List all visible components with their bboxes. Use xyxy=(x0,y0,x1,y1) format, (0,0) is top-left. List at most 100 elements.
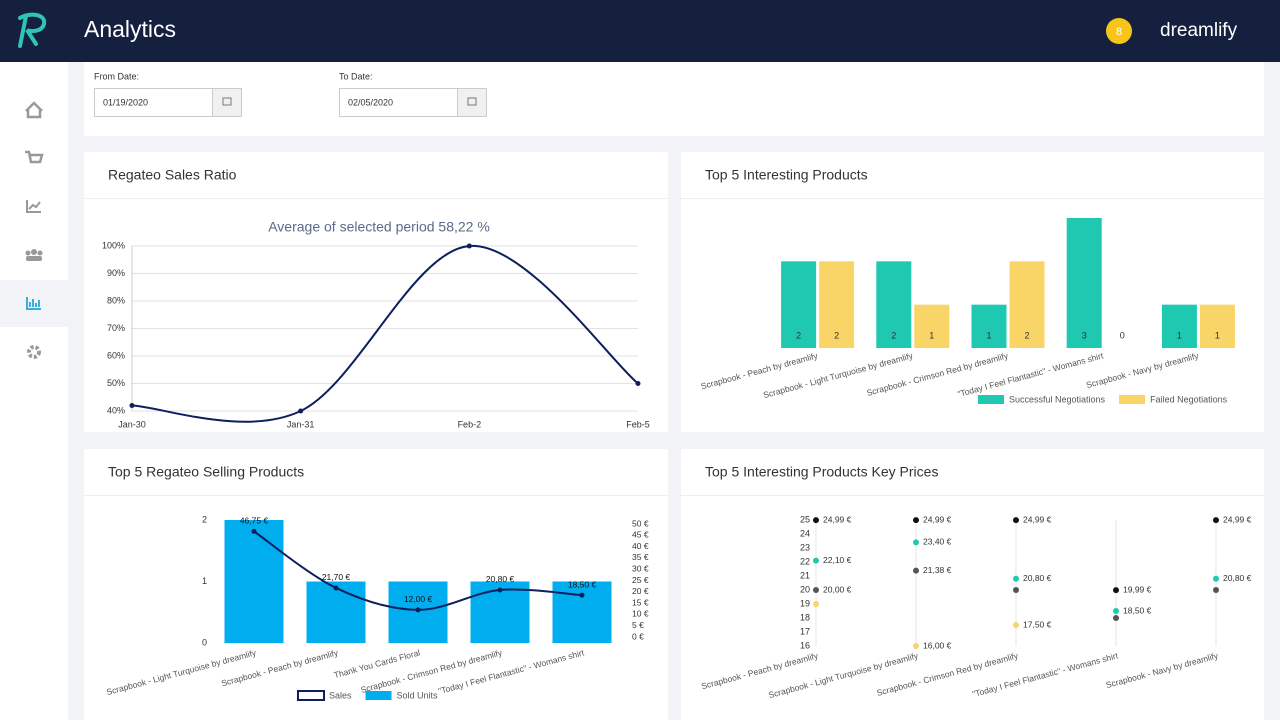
bar xyxy=(971,304,1007,348)
value-label: 2 xyxy=(1024,330,1029,340)
value-label: 21,38 € xyxy=(923,565,952,575)
bar xyxy=(1161,304,1197,348)
y2-tick-label: 10 € xyxy=(632,609,649,619)
chart-title: Regateo Sales Ratio xyxy=(108,167,237,183)
y-tick-label: 23 xyxy=(800,542,810,552)
value-label: 1 xyxy=(1215,330,1220,340)
filter-card xyxy=(84,62,1264,136)
bar xyxy=(1199,304,1235,348)
users-icon[interactable] xyxy=(25,249,43,261)
value-label: 24,99 € xyxy=(1023,514,1052,524)
point xyxy=(1113,587,1119,594)
y-tick-label: 16 xyxy=(800,640,810,650)
y2-tick-label: 50 € xyxy=(632,518,649,528)
point xyxy=(1213,575,1219,582)
value-label: 21,70 € xyxy=(322,572,351,582)
point xyxy=(415,607,421,613)
value-label: 1 xyxy=(986,330,991,340)
from-value: 01/19/2020 xyxy=(103,97,148,107)
to-label: To Date: xyxy=(339,71,373,81)
value-label: 22,10 € xyxy=(823,555,852,565)
bar xyxy=(552,581,612,643)
chart-card xyxy=(681,449,1264,720)
value-label: 24,99 € xyxy=(1223,514,1252,524)
value-label: 17,50 € xyxy=(1023,619,1052,629)
to-calendar[interactable] xyxy=(457,88,487,117)
top-bar xyxy=(0,0,1280,62)
value-label: 46,75 € xyxy=(240,516,269,526)
y-tick-label: 100% xyxy=(102,240,125,250)
point xyxy=(1013,517,1019,524)
value-label: 16,00 € xyxy=(923,640,952,650)
y-tick-label: 18 xyxy=(800,612,810,622)
value-label: 2 xyxy=(796,330,801,340)
point xyxy=(1013,622,1019,628)
avatar-letter: 8 xyxy=(1116,26,1122,38)
settings-icon[interactable] xyxy=(27,345,41,359)
from-calendar[interactable] xyxy=(212,88,242,117)
y-tick-label: 24 xyxy=(800,528,810,538)
bar xyxy=(1066,218,1102,348)
value-label: 20,00 € xyxy=(823,584,852,594)
point xyxy=(298,408,304,414)
y-tick-label: 90% xyxy=(107,268,125,278)
legend-swatch xyxy=(297,690,325,701)
y-tick-label: 21 xyxy=(800,570,810,580)
calendar-icon xyxy=(467,97,477,106)
value-label: 23,40 € xyxy=(923,537,952,547)
y-tick-label: 70% xyxy=(107,323,125,333)
value-label: 1 xyxy=(1177,330,1182,340)
from-label: From Date: xyxy=(94,71,139,81)
y2-tick-label: 15 € xyxy=(632,597,649,607)
point xyxy=(333,585,339,591)
legend-label: Successful Negotiations xyxy=(1009,394,1106,404)
trend-icon[interactable] xyxy=(26,200,41,213)
value-label: 20,80 € xyxy=(1023,573,1052,583)
user-name[interactable]: dreamlify xyxy=(1160,20,1238,41)
point xyxy=(813,587,819,593)
point xyxy=(813,557,819,564)
chart-subtitle: Average of selected period 58,22 % xyxy=(268,219,490,235)
point xyxy=(579,592,585,598)
y-tick-label: 80% xyxy=(107,295,125,305)
page-title: Analytics xyxy=(84,16,176,42)
y-tick-label: 1 xyxy=(202,576,207,586)
y-tick-label: 19 xyxy=(800,598,810,608)
point xyxy=(913,643,919,649)
value-label: 24,99 € xyxy=(823,514,852,524)
avatar[interactable] xyxy=(1106,18,1132,44)
value-label: 2 xyxy=(891,330,896,340)
chart-title: Top 5 Regateo Selling Products xyxy=(108,464,304,480)
bar xyxy=(1009,261,1045,348)
chart-icon[interactable] xyxy=(26,297,41,310)
bar xyxy=(306,581,366,643)
y2-tick-label: 20 € xyxy=(632,586,649,596)
y2-tick-label: 5 € xyxy=(632,620,644,630)
value-label: 18,50 € xyxy=(568,579,597,589)
y2-tick-label: 0 € xyxy=(632,631,644,641)
y-tick-label: 60% xyxy=(107,350,125,360)
chart-card xyxy=(84,152,668,432)
to-value: 02/05/2020 xyxy=(348,97,393,107)
cart-icon[interactable] xyxy=(25,150,44,164)
point xyxy=(1113,615,1119,621)
bar xyxy=(819,261,855,348)
legend-label: Failed Negotiations xyxy=(1150,394,1228,404)
value-label: 19,99 € xyxy=(1123,584,1152,594)
calendar-icon xyxy=(222,97,232,106)
value-label: 0 xyxy=(1120,330,1125,340)
point xyxy=(251,528,257,534)
y-tick-label: 40% xyxy=(107,405,125,415)
logo[interactable] xyxy=(18,12,47,48)
point xyxy=(913,567,919,574)
x-tick-label: Feb-5 xyxy=(626,419,650,429)
home-icon[interactable] xyxy=(25,101,43,119)
value-label: 12,00 € xyxy=(404,594,433,604)
y-tick-label: 22 xyxy=(800,556,810,566)
x-tick-label: Jan-30 xyxy=(118,419,146,429)
y-tick-label: 17 xyxy=(800,626,810,636)
point xyxy=(635,381,641,386)
y2-tick-label: 25 € xyxy=(632,575,649,585)
